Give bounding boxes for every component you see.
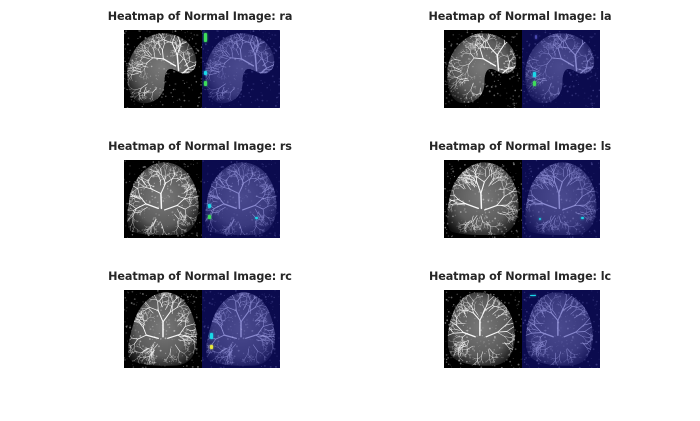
heatmap-ls [522,160,600,238]
hotspot-marker [204,81,207,87]
image-axes-lc [444,290,600,368]
panel-title-ls: Heatmap of Normal Image: ls [428,140,612,153]
panel-ra: Heatmap of Normal Image: ra [56,10,376,140]
panel-title-lc: Heatmap of Normal Image: lc [428,270,611,283]
image-axes-ra [124,30,280,108]
panel-title-rs: Heatmap of Normal Image: rs [108,140,292,153]
grain-overlay [124,30,202,108]
hotspot-marker [529,294,537,297]
grain-overlay [124,160,202,238]
hotspot-marker [208,214,212,220]
heatmap-lc [522,290,600,368]
heatmap-la [522,30,600,108]
normal-grayscale-ls [444,160,522,238]
grain-overlay [202,30,280,108]
panel-title-ra: Heatmap of Normal Image: ra [107,10,293,23]
heatmap-ra [202,30,280,108]
normal-grayscale-la [444,30,522,108]
grain-overlay [522,30,600,108]
hotspot-marker [255,216,259,220]
panel-title-la: Heatmap of Normal Image: la [428,10,612,23]
panel-rc: Heatmap of Normal Image: rc [56,270,376,400]
normal-grayscale-rc [124,290,202,368]
hotspot-marker [581,216,584,220]
grain-overlay [202,290,280,368]
image-axes-rs [124,160,280,238]
hotspot-marker [539,217,542,221]
grain-overlay [444,160,522,238]
normal-grayscale-ra [124,30,202,108]
hotspot-marker [208,203,212,209]
panel-lc: Heatmap of Normal Image: lc [376,270,696,400]
hotspot-marker [535,35,537,40]
panel-rs: Heatmap of Normal Image: rs [56,140,376,270]
hotspot-marker [532,81,537,87]
hotspot-marker [209,344,213,350]
grain-overlay [444,30,522,108]
image-axes-rc [124,290,280,368]
grain-overlay [124,290,202,368]
hotspot-marker [209,332,213,340]
grain-overlay [202,160,280,238]
grain-overlay [522,290,600,368]
panel-title-rc: Heatmap of Normal Image: rc [108,270,292,283]
image-axes-la [444,30,600,108]
heatmap-rs [202,160,280,238]
panel-ls: Heatmap of Normal Image: ls [376,140,696,270]
grain-overlay [522,160,600,238]
image-axes-ls [444,160,600,238]
hotspot-marker [204,70,207,76]
normal-grayscale-rs [124,160,202,238]
normal-grayscale-lc [444,290,522,368]
grain-overlay [444,290,522,368]
hotspot-marker [204,33,207,42]
panel-la: Heatmap of Normal Image: la [376,10,696,140]
heatmap-rc [202,290,280,368]
hotspot-marker [532,72,537,77]
